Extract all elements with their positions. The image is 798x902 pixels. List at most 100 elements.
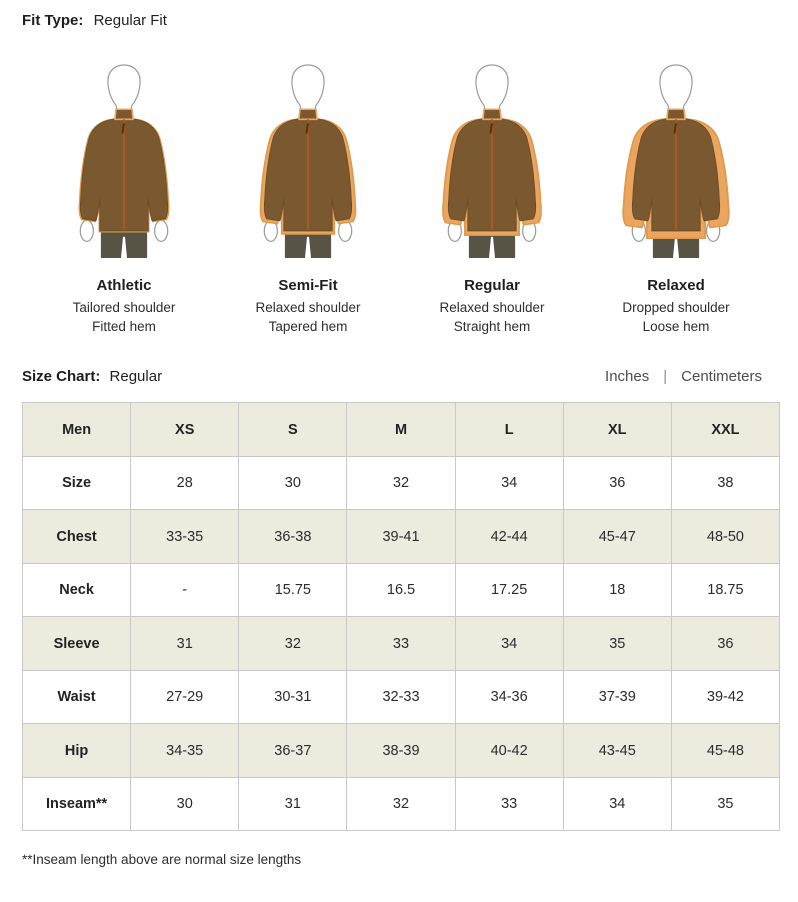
fit-shoulder-text: Relaxed shoulder bbox=[255, 300, 361, 315]
table-header-cell: XL bbox=[562, 402, 672, 457]
row-label: Size bbox=[21, 455, 132, 511]
size-chart-table: Men XS S M L XL XXL Size 28 30 32 34 36 38 Chest 33-35… bbox=[21, 402, 781, 832]
table-cell: 35 bbox=[670, 776, 781, 832]
table-cell: 31 bbox=[238, 776, 348, 832]
fit-type-value: Regular Fit bbox=[93, 12, 167, 29]
table-cell: 33-35 bbox=[130, 509, 240, 564]
table-cell: 38-39 bbox=[346, 723, 456, 778]
table-cell: 30-31 bbox=[238, 669, 348, 725]
table-cell: 34 bbox=[562, 776, 672, 832]
table-header-cell: XS bbox=[130, 402, 240, 457]
table-row: Sleeve 31 32 33 34 35 36 bbox=[21, 616, 781, 671]
table-cell: 32 bbox=[238, 616, 348, 671]
fit-options-row: Athletic Tailored shoulder Fitted hem Se… bbox=[22, 57, 778, 336]
row-label: Hip bbox=[21, 723, 132, 778]
fit-hem-text: Loose hem bbox=[642, 318, 710, 334]
table-cell: 28 bbox=[130, 455, 240, 511]
semi-fit-figure-icon bbox=[216, 57, 400, 265]
fit-card-semi-fit[interactable]: Semi-Fit Relaxed shoulder Tapered hem bbox=[216, 57, 400, 336]
fit-hem-text: Tapered hem bbox=[268, 318, 348, 334]
table-header-cell: S bbox=[238, 402, 348, 457]
table-row: Inseam** 30 31 32 33 34 35 bbox=[21, 776, 781, 832]
size-chart-value: Regular bbox=[109, 368, 163, 386]
table-header-cell: L bbox=[454, 402, 564, 457]
size-table-body: Size 28 30 32 34 36 38 Chest 33-35 36-38 39-41 42-4… bbox=[21, 455, 781, 832]
table-cell: 31 bbox=[130, 616, 240, 671]
unit-option-inches[interactable]: Inches bbox=[605, 368, 650, 386]
table-cell: 36-38 bbox=[238, 509, 348, 564]
size-chart-header: Size Chart: Regular Inches | Centimeters bbox=[22, 368, 778, 385]
fit-shoulder-text: Dropped shoulder bbox=[622, 300, 730, 315]
table-cell: 40-42 bbox=[454, 723, 564, 778]
table-cell: 30 bbox=[238, 455, 348, 511]
table-cell: 45-48 bbox=[670, 723, 781, 778]
fit-name: Athletic bbox=[96, 277, 152, 294]
table-header-cell: XXL bbox=[670, 402, 781, 457]
table-cell: 34-36 bbox=[454, 669, 564, 725]
fit-type-line: Fit Type: Regular Fit bbox=[22, 12, 778, 29]
table-cell: 35 bbox=[562, 616, 672, 671]
fit-hem-text: Fitted hem bbox=[92, 318, 156, 334]
table-cell: 39-41 bbox=[346, 509, 456, 564]
table-cell: 32 bbox=[346, 776, 456, 832]
table-header-cell: M bbox=[346, 402, 456, 457]
table-cell: 32-33 bbox=[346, 669, 456, 725]
fit-name: Relaxed bbox=[647, 277, 705, 294]
table-cell: - bbox=[130, 562, 240, 618]
table-cell: 15.75 bbox=[238, 562, 348, 618]
fit-type-label: Fit Type: bbox=[22, 12, 84, 29]
table-header-cell: Men bbox=[21, 402, 132, 457]
relaxed-fit-figure-icon bbox=[584, 57, 768, 265]
table-cell: 34 bbox=[454, 455, 564, 511]
table-cell: 36 bbox=[562, 455, 672, 511]
row-label: Sleeve bbox=[21, 616, 132, 671]
table-cell: 36-37 bbox=[238, 723, 348, 778]
table-cell: 38 bbox=[670, 455, 781, 511]
table-cell: 33 bbox=[454, 776, 564, 832]
table-row: Chest 33-35 36-38 39-41 42-44 45-47 48-50 bbox=[21, 509, 781, 564]
table-cell: 27-29 bbox=[130, 669, 240, 725]
athletic-fit-figure-icon bbox=[32, 57, 216, 265]
regular-fit-figure-icon bbox=[400, 57, 584, 265]
fit-name: Regular bbox=[464, 277, 520, 294]
row-label: Inseam** bbox=[21, 776, 132, 832]
table-row: Hip 34-35 36-37 38-39 40-42 43-45 45-48 bbox=[21, 723, 781, 778]
table-cell: 18 bbox=[562, 562, 672, 618]
fit-description: Tailored shoulder Fitted hem bbox=[32, 299, 216, 336]
table-cell: 30 bbox=[130, 776, 240, 832]
table-cell: 17.25 bbox=[454, 562, 564, 618]
table-cell: 45-47 bbox=[562, 509, 672, 564]
fit-hem-text: Straight hem bbox=[453, 318, 531, 334]
row-label: Neck bbox=[21, 562, 132, 618]
unit-option-centimeters[interactable]: Centimeters bbox=[681, 368, 762, 386]
table-cell: 48-50 bbox=[670, 509, 781, 564]
unit-divider: | bbox=[663, 368, 668, 386]
table-row: Waist 27-29 30-31 32-33 34-36 37-39 39-42 bbox=[21, 669, 781, 725]
table-cell: 37-39 bbox=[562, 669, 672, 725]
fit-description: Dropped shoulder Loose hem bbox=[584, 299, 768, 336]
fit-name: Semi-Fit bbox=[278, 277, 338, 294]
table-cell: 42-44 bbox=[454, 509, 564, 564]
fit-shoulder-text: Relaxed shoulder bbox=[439, 300, 545, 315]
table-cell: 43-45 bbox=[562, 723, 672, 778]
fit-card-athletic[interactable]: Athletic Tailored shoulder Fitted hem bbox=[32, 57, 216, 336]
fit-description: Relaxed shoulder Straight hem bbox=[400, 299, 584, 336]
table-cell: 32 bbox=[346, 455, 456, 511]
unit-toggle: Inches | Centimeters bbox=[605, 368, 762, 385]
size-chart-label: Size Chart: bbox=[22, 368, 101, 386]
fit-description: Relaxed shoulder Tapered hem bbox=[216, 299, 400, 336]
fit-card-regular[interactable]: Regular Relaxed shoulder Straight hem bbox=[400, 57, 584, 336]
fit-card-relaxed[interactable]: Relaxed Dropped shoulder Loose hem bbox=[584, 57, 768, 336]
table-cell: 34 bbox=[454, 616, 564, 671]
table-row: Size 28 30 32 34 36 38 bbox=[21, 455, 781, 511]
size-guide-panel: Fit Type: Regular Fit Athletic Tailored … bbox=[21, 12, 781, 867]
size-chart-title: Size Chart: Regular bbox=[22, 368, 162, 385]
table-cell: 33 bbox=[346, 616, 456, 671]
fit-shoulder-text: Tailored shoulder bbox=[72, 300, 176, 315]
table-cell: 16.5 bbox=[346, 562, 456, 618]
table-cell: 18.75 bbox=[670, 562, 781, 618]
row-label: Waist bbox=[21, 669, 132, 725]
row-label: Chest bbox=[21, 509, 132, 564]
table-cell: 39-42 bbox=[670, 669, 781, 725]
table-cell: 36 bbox=[670, 616, 781, 671]
